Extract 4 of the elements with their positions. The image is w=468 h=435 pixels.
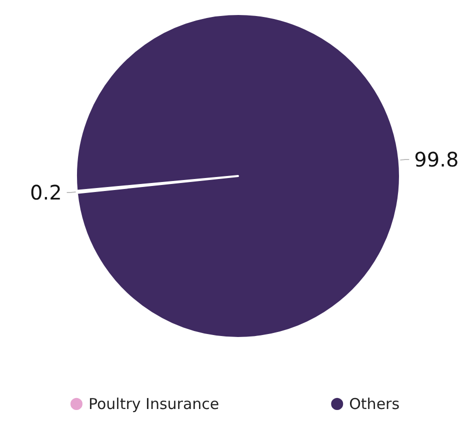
- legend-label: Others: [349, 395, 400, 413]
- data-label: 99.8: [414, 147, 459, 172]
- data-label: 0.2: [30, 180, 62, 205]
- legend-label: Poultry Insurance: [88, 395, 220, 413]
